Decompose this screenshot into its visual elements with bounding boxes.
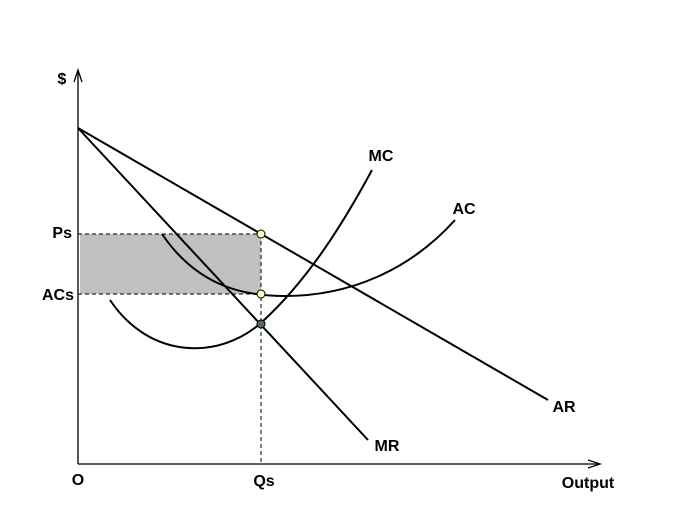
- price-label: Ps: [52, 225, 72, 242]
- ac-label: AC: [452, 201, 476, 218]
- quantity-label: Qs: [253, 473, 274, 490]
- mr-label: MR: [375, 438, 400, 455]
- price-point: [256, 229, 266, 239]
- x-arrow: [587, 459, 603, 469]
- mc-label: MC: [369, 148, 394, 165]
- profit-area: [80, 234, 261, 294]
- y-arrow: [73, 67, 83, 83]
- origin-label: O: [72, 472, 84, 489]
- y-axis-label: $: [58, 71, 67, 88]
- ar-label: AR: [552, 399, 576, 416]
- ac-curve: [161, 219, 456, 298]
- cost-point: [256, 289, 266, 299]
- x-axis-label: Output: [562, 475, 615, 492]
- mc-mr-point: [256, 319, 266, 329]
- mr-curve: [77, 127, 369, 441]
- cost-label: ACs: [42, 287, 74, 304]
